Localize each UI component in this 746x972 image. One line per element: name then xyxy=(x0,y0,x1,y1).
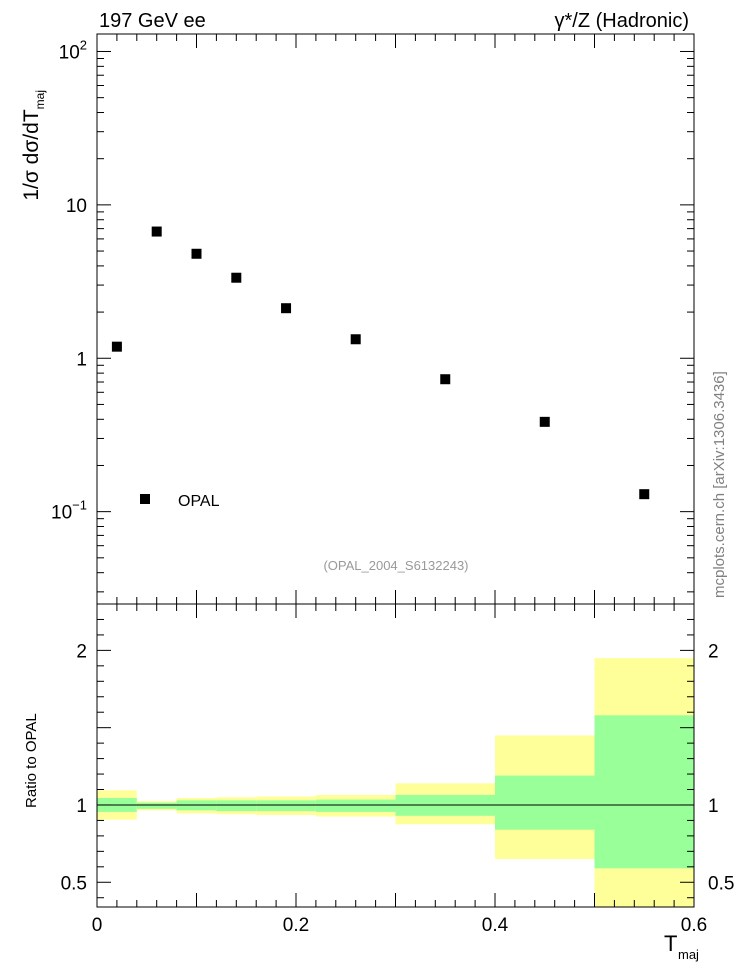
main-ytick-label: 10−1 xyxy=(51,498,87,524)
main-ticks: 102 10 1 10−1 xyxy=(51,34,695,604)
ratio-inner-band xyxy=(256,800,316,812)
analysis-watermark: (OPAL_2004_S6132243) xyxy=(323,558,468,573)
ratio-ylabel: Ratio to OPAL xyxy=(23,713,40,808)
ratio-xlabel-sub: maj xyxy=(678,947,699,962)
opal-data-point xyxy=(539,416,550,427)
ratio-inner-band xyxy=(136,802,177,809)
ratio-inner-band xyxy=(495,775,595,830)
ratio-xtick-label: 0 xyxy=(92,915,103,936)
ratio-ytick-label-right: 0.5 xyxy=(708,873,734,894)
svg-text:1/σ dσ/dTmaj: 1/σ dσ/dTmaj xyxy=(20,90,47,201)
ratio-ytick-label-right: 1 xyxy=(708,796,719,817)
ratio-bands xyxy=(97,658,694,907)
main-frame xyxy=(96,33,695,605)
legend-marker xyxy=(140,494,150,504)
ratio-ytick-label: 0.5 xyxy=(61,873,87,894)
ratio-xtick-label: 0.2 xyxy=(283,915,309,936)
main-panel: (OPAL_2004_S6132243) 1/σ dσ/dTmaj 102101… xyxy=(20,33,695,605)
main-ytick-label: 10 xyxy=(66,196,87,217)
opal-data-point xyxy=(191,248,202,259)
ratio-ytick-label-right: 2 xyxy=(708,641,719,662)
opal-data-point xyxy=(350,334,361,345)
ratio-inner-band xyxy=(594,715,694,869)
main-ylabel-text: 1/σ dσ/dT xyxy=(20,109,43,200)
ratio-panel: 0.5 0.5 1 1 2 2 0 0.2 0.4 0.6 Ratio to OPAL T maj xyxy=(23,603,734,962)
main-ylabel-sub: maj xyxy=(33,90,47,109)
main-ytick-label: 1 xyxy=(76,349,87,370)
ratio-xtick-label: 0.6 xyxy=(681,915,707,936)
ratio-inner-band xyxy=(216,800,257,812)
side-credit: mcplots.cern.ch [arXiv:1306.3436] xyxy=(711,371,728,598)
legend: OPAL xyxy=(140,493,220,510)
ratio-inner-band xyxy=(315,799,396,812)
opal-data-point xyxy=(440,374,451,385)
opal-data-point xyxy=(111,341,122,352)
opal-data-point xyxy=(639,489,650,500)
ratio-ytick-label: 2 xyxy=(76,641,87,662)
ratio-ytick-label: 1 xyxy=(76,796,87,817)
opal-data-point xyxy=(231,272,242,283)
header-left: 197 GeV ee xyxy=(99,10,206,32)
ratio-xlabel: T maj xyxy=(664,931,699,962)
header-right: γ*/Z (Hadronic) xyxy=(555,10,689,32)
ratio-ticks: 0.5 0.5 1 1 2 2 0 0.2 0.4 0.6 xyxy=(61,604,734,936)
opal-data-point xyxy=(281,303,292,314)
legend-label: OPAL xyxy=(178,493,220,510)
main-points xyxy=(111,226,650,500)
main-ytick-label: 102 xyxy=(59,37,87,63)
main-ylabel: 1/σ dσ/dTmaj xyxy=(20,90,47,201)
opal-data-point xyxy=(151,226,162,237)
ratio-xtick-label: 0.4 xyxy=(482,915,509,936)
ratio-xlabel-text: T xyxy=(664,931,677,956)
